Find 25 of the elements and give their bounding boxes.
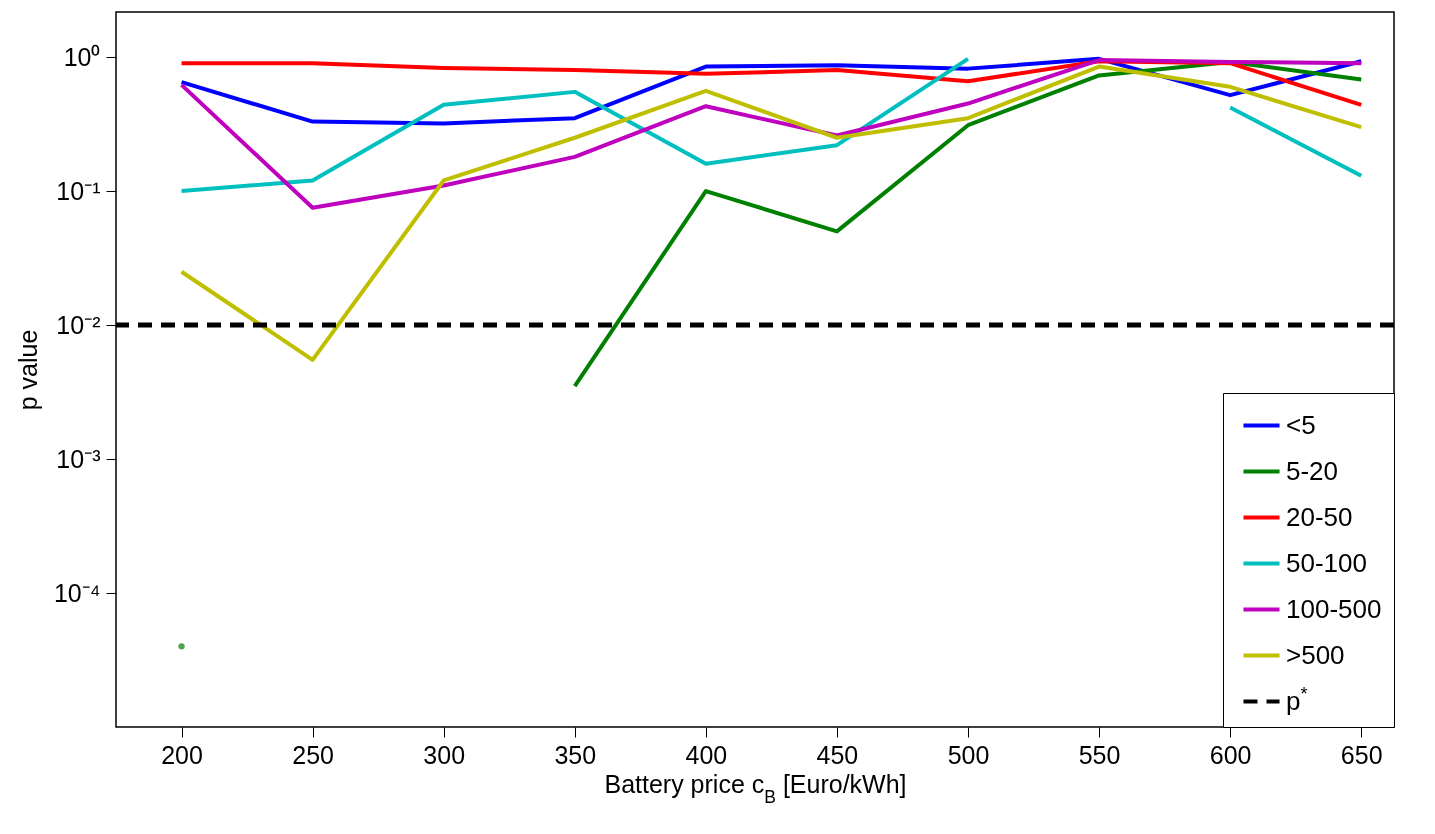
x-tick-label: 650 (1340, 740, 1383, 769)
x-tick-label: 400 (685, 740, 728, 769)
x-tick-label: 550 (1078, 740, 1121, 769)
y-tick-label: 10⁻³ (56, 444, 101, 473)
x-tick-label: 600 (1209, 740, 1252, 769)
y-tick-label: 10⁰ (63, 42, 101, 71)
x-tick-label: 200 (161, 740, 203, 769)
x-tick-label: 300 (423, 740, 466, 769)
x-tick-label: 350 (554, 740, 597, 769)
x-axis-title: Battery price c$_{B}$ [Euro/kWh] (604, 769, 907, 807)
x-tick-label: 450 (816, 740, 859, 769)
legend-label: p$^{*}$ (1286, 683, 1308, 716)
legend-label: <5 (1286, 409, 1316, 440)
y-tick-label: 10⁻² (56, 310, 101, 339)
legend-label: 20-50 (1286, 501, 1353, 532)
x-tick-label: 500 (947, 740, 990, 769)
y-tick-label: 10⁻⁴ (53, 578, 101, 607)
legend-label: 100-500 (1286, 593, 1382, 624)
y-tick-label: 10⁻¹ (56, 176, 101, 205)
legend-label: 5-20 (1286, 455, 1339, 486)
legend-label: >500 (1286, 639, 1345, 670)
legend-label: 50-100 (1286, 547, 1367, 578)
x-tick-label: 250 (292, 740, 334, 769)
line-series (179, 64, 1364, 362)
y-axis-title: p value (13, 329, 42, 411)
